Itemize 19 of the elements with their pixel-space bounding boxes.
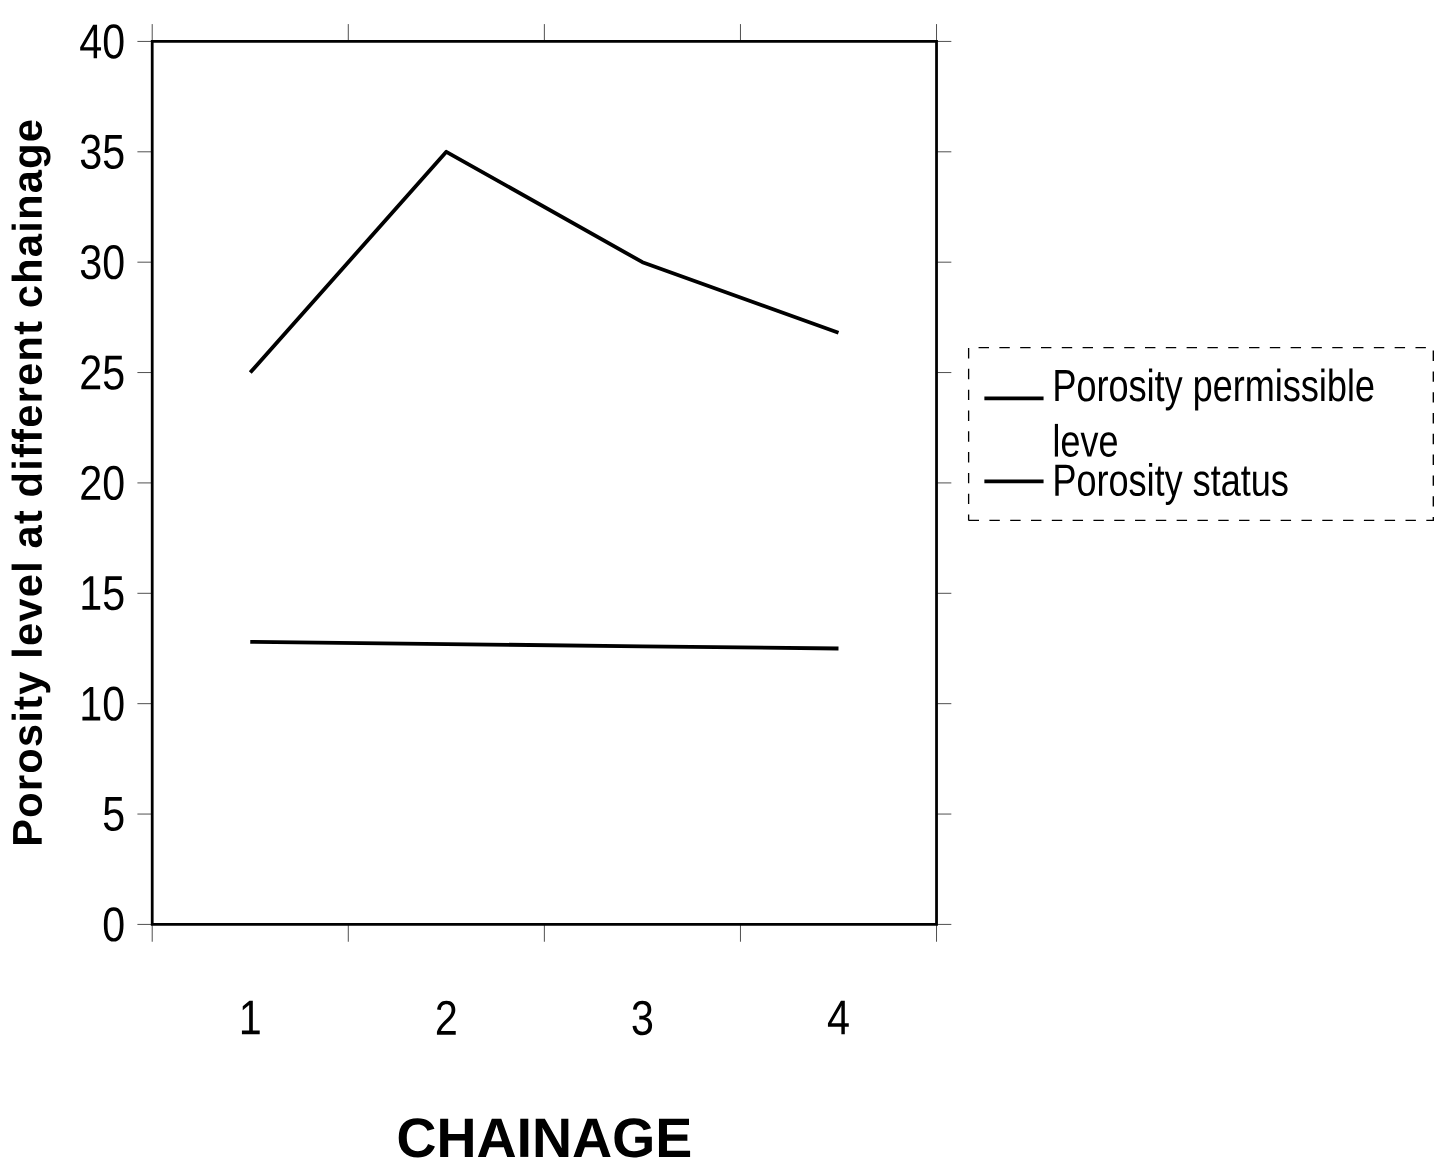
y-tick-label: 5 bbox=[103, 797, 124, 831]
x-tick-label: 2 bbox=[436, 1000, 456, 1035]
y-tick-label: 35 bbox=[80, 134, 124, 169]
line-series bbox=[248, 639, 841, 651]
legend-label: Porosity status bbox=[1055, 462, 1288, 506]
x-tick-label: 4 bbox=[827, 1000, 849, 1035]
y-tick-label: 30 bbox=[80, 244, 124, 280]
y-axis-title: Porosity level at different chainage bbox=[11, 120, 51, 845]
y-tick-label: 25 bbox=[81, 355, 124, 390]
x-tick-label: 1 bbox=[241, 1000, 260, 1035]
y-tick-label: 0 bbox=[103, 907, 124, 942]
x-tick-label: 3 bbox=[632, 1000, 653, 1036]
y-tick-label: 20 bbox=[81, 465, 124, 501]
y-tick-label: 15 bbox=[82, 576, 124, 611]
legend-label: Porosity permissible leve bbox=[1054, 368, 1374, 458]
line-series bbox=[248, 149, 841, 375]
y-tick-label: 40 bbox=[80, 24, 124, 59]
y-tick-label: 10 bbox=[82, 686, 124, 721]
x-axis-title: CHAINAGE bbox=[398, 1118, 691, 1158]
